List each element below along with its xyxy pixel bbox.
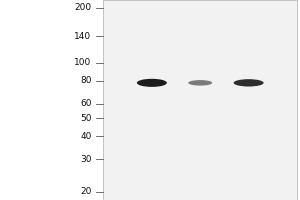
Text: 80: 80 bbox=[80, 76, 92, 85]
Text: 30: 30 bbox=[80, 155, 92, 164]
Text: 40: 40 bbox=[80, 132, 92, 141]
Ellipse shape bbox=[137, 79, 167, 87]
Text: 50: 50 bbox=[80, 114, 92, 123]
FancyBboxPatch shape bbox=[103, 0, 297, 200]
Ellipse shape bbox=[188, 80, 212, 86]
Ellipse shape bbox=[234, 79, 264, 87]
Text: 60: 60 bbox=[80, 99, 92, 108]
Text: 200: 200 bbox=[74, 3, 92, 12]
Text: 100: 100 bbox=[74, 58, 92, 67]
Text: 140: 140 bbox=[74, 32, 92, 41]
Text: 20: 20 bbox=[80, 187, 92, 196]
